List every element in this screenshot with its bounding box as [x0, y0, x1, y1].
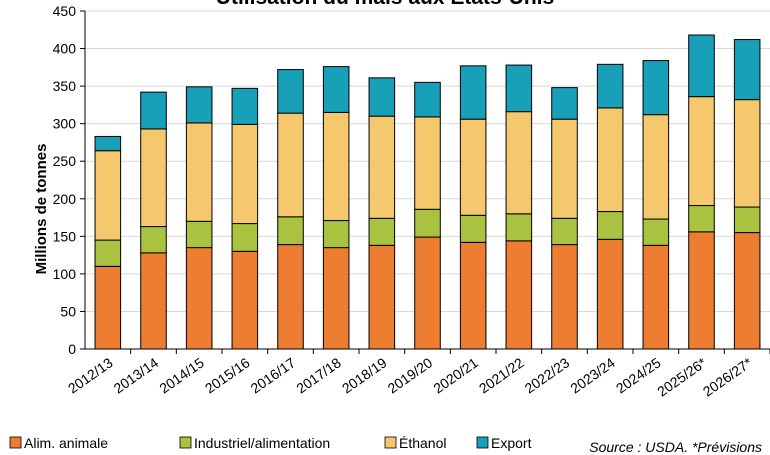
- y-tick-label: 400: [53, 41, 77, 57]
- bar-segment-1: [642, 218, 670, 246]
- bar-segment-2: [277, 112, 304, 218]
- bar-segment-3: [185, 86, 213, 124]
- x-tick-label: 2017/18: [293, 354, 344, 396]
- bar-segment-2: [642, 114, 670, 220]
- bar-segment-2: [94, 150, 122, 241]
- bar-segment-3: [322, 66, 350, 113]
- x-tick-label: 2021/22: [476, 354, 527, 396]
- bar-segment-2: [459, 118, 487, 216]
- bar-segment-3: [688, 34, 715, 98]
- y-tick-label: 250: [53, 153, 77, 169]
- bar-segment-3: [231, 87, 259, 125]
- bar-segment-0: [414, 236, 441, 350]
- x-tick-label: 2020/21: [430, 354, 481, 396]
- bar-segment-0: [322, 247, 350, 350]
- x-tick-label: 2025/26*: [654, 354, 710, 400]
- bar-segment-2: [596, 107, 624, 213]
- y-tick-label: 200: [53, 191, 77, 207]
- bar-segment-0: [688, 231, 715, 350]
- legend-label-2: Éthanol: [399, 435, 446, 451]
- y-axis-title: Millions de tonnes: [33, 144, 50, 275]
- bar-segment-1: [277, 216, 304, 246]
- bar-segment-3: [505, 64, 533, 113]
- bar-segment-0: [185, 247, 213, 350]
- x-tick-label: 2018/19: [339, 354, 390, 396]
- legend-label-0: Alim. animale: [24, 435, 108, 451]
- bar-segment-2: [414, 116, 441, 210]
- bar-segment-0: [459, 241, 487, 350]
- bar-segment-1: [231, 223, 259, 252]
- bar-segment-0: [551, 244, 578, 350]
- bar-segment-1: [94, 239, 122, 267]
- bar-segment-1: [505, 213, 533, 242]
- bar-segment-0: [505, 240, 533, 350]
- bar-segment-1: [414, 208, 441, 238]
- bars: [94, 34, 761, 350]
- bar-segment-1: [733, 206, 761, 234]
- bar-segment-1: [322, 220, 350, 249]
- bar-segment-3: [459, 65, 487, 120]
- bar-segment-1: [596, 211, 624, 240]
- x-tick-label: 2012/13: [65, 354, 116, 396]
- bar-segment-1: [140, 226, 167, 254]
- bar-segment-3: [368, 77, 396, 117]
- bar-segment-0: [642, 244, 670, 350]
- bar-segment-3: [551, 87, 578, 120]
- y-tick-label: 100: [53, 266, 77, 282]
- x-tick-label: 2022/23: [522, 354, 573, 396]
- legend-swatch-1: [179, 436, 192, 449]
- bar-segment-2: [733, 99, 761, 208]
- bar-segment-3: [596, 63, 624, 109]
- bar-segment-1: [185, 220, 213, 249]
- source-note: Source : USDA. *Prévisions: [589, 439, 762, 455]
- bar-segment-0: [733, 232, 761, 350]
- x-tick-label: 2015/16: [202, 354, 253, 396]
- chart-title: Utilisation du maïs aux États-Unis: [216, 0, 554, 9]
- x-tick-label: 2026/27*: [700, 354, 756, 400]
- legend-label-1: Industriel/alimentation: [194, 435, 330, 451]
- legend: Alim. animale Industriel/alimentation Étha…: [9, 435, 532, 451]
- bar-segment-2: [368, 115, 396, 219]
- legend-label-3: Export: [491, 435, 532, 451]
- bar-segment-2: [231, 123, 259, 225]
- y-tick-label: 0: [68, 341, 76, 357]
- bar-segment-1: [688, 205, 715, 233]
- x-tick-label: 2014/15: [156, 354, 207, 396]
- legend-swatch-3: [476, 436, 489, 449]
- x-tick-label: 2019/20: [385, 354, 436, 396]
- bar-segment-3: [733, 39, 761, 101]
- x-tick-label: 2023/24: [567, 354, 618, 396]
- bar-segment-0: [94, 265, 122, 350]
- bar-segment-0: [596, 238, 624, 350]
- bar-segment-3: [140, 91, 167, 130]
- y-tick-label: 350: [53, 78, 77, 94]
- bar-segment-0: [368, 244, 396, 350]
- bar-segment-2: [185, 122, 213, 222]
- bar-segment-3: [277, 69, 304, 114]
- bar-segment-3: [642, 60, 670, 116]
- bar-segment-1: [368, 217, 396, 246]
- bar-segment-0: [140, 252, 167, 350]
- x-tick-label: 2016/17: [248, 354, 299, 396]
- y-tick-label: 300: [53, 116, 77, 132]
- bar-segment-0: [277, 244, 304, 350]
- y-tick-label: 50: [60, 303, 76, 319]
- bar-segment-1: [459, 214, 487, 243]
- bar-segment-2: [322, 111, 350, 222]
- bar-segment-3: [414, 81, 441, 118]
- x-tick-label: 2013/14: [111, 354, 162, 396]
- bar-segment-2: [505, 111, 533, 215]
- bar-segment-1: [551, 217, 578, 246]
- bar-segment-2: [688, 96, 715, 207]
- bar-segment-0: [231, 250, 259, 350]
- legend-swatch-2: [384, 436, 397, 449]
- bar-segment-2: [140, 128, 167, 228]
- y-tick-label: 450: [53, 3, 77, 19]
- y-tick-label: 150: [53, 228, 77, 244]
- bar-segment-3: [94, 135, 122, 152]
- bar-segment-2: [551, 118, 578, 219]
- legend-swatch-0: [9, 436, 22, 449]
